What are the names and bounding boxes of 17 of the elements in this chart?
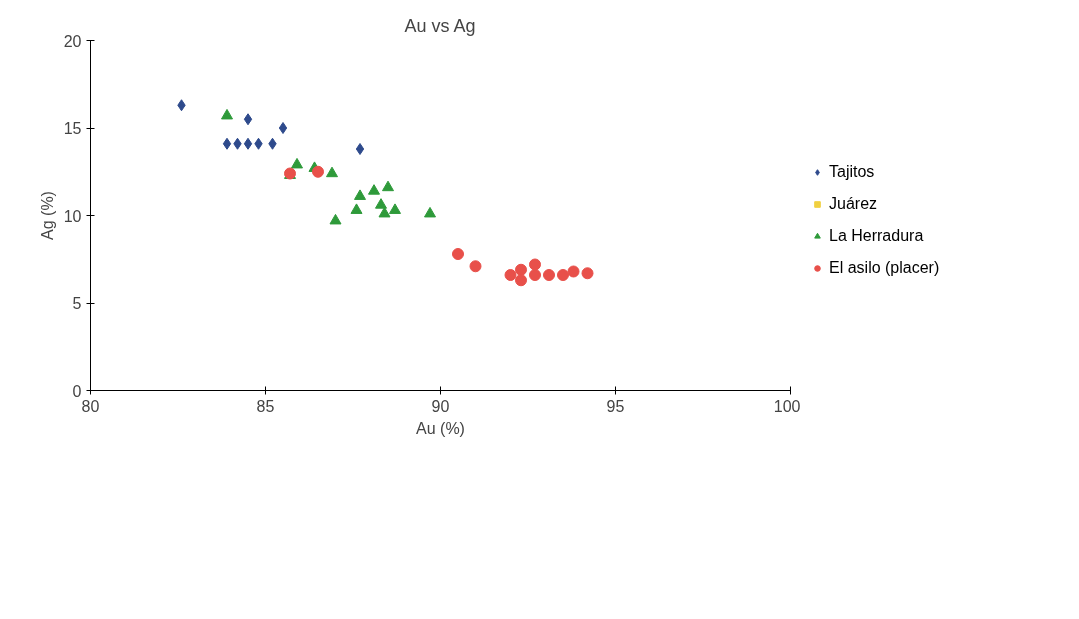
chart-title: Au vs Ag <box>404 15 476 36</box>
y-tick-label: 0 <box>72 382 82 400</box>
legend-label: El asilo (placer) <box>829 259 940 277</box>
y-tick-label: 10 <box>63 207 82 225</box>
legend-label: La Herradura <box>829 227 924 245</box>
x-tick-label: 95 <box>606 397 625 415</box>
x-tick-label: 85 <box>256 397 275 415</box>
y-tick-label: 20 <box>63 32 82 50</box>
y-axis-title: Ag (%) <box>38 191 56 240</box>
legend-label: Tajitos <box>829 163 875 181</box>
x-tick-label: 100 <box>773 397 801 415</box>
x-tick-label: 90 <box>431 397 450 415</box>
y-tick-label: 15 <box>63 120 82 137</box>
x-tick-label: 80 <box>81 397 100 415</box>
y-tick-label: 5 <box>72 295 82 312</box>
x-axis-title: Au (%) <box>416 419 465 437</box>
legend-label: Juárez <box>829 195 878 213</box>
